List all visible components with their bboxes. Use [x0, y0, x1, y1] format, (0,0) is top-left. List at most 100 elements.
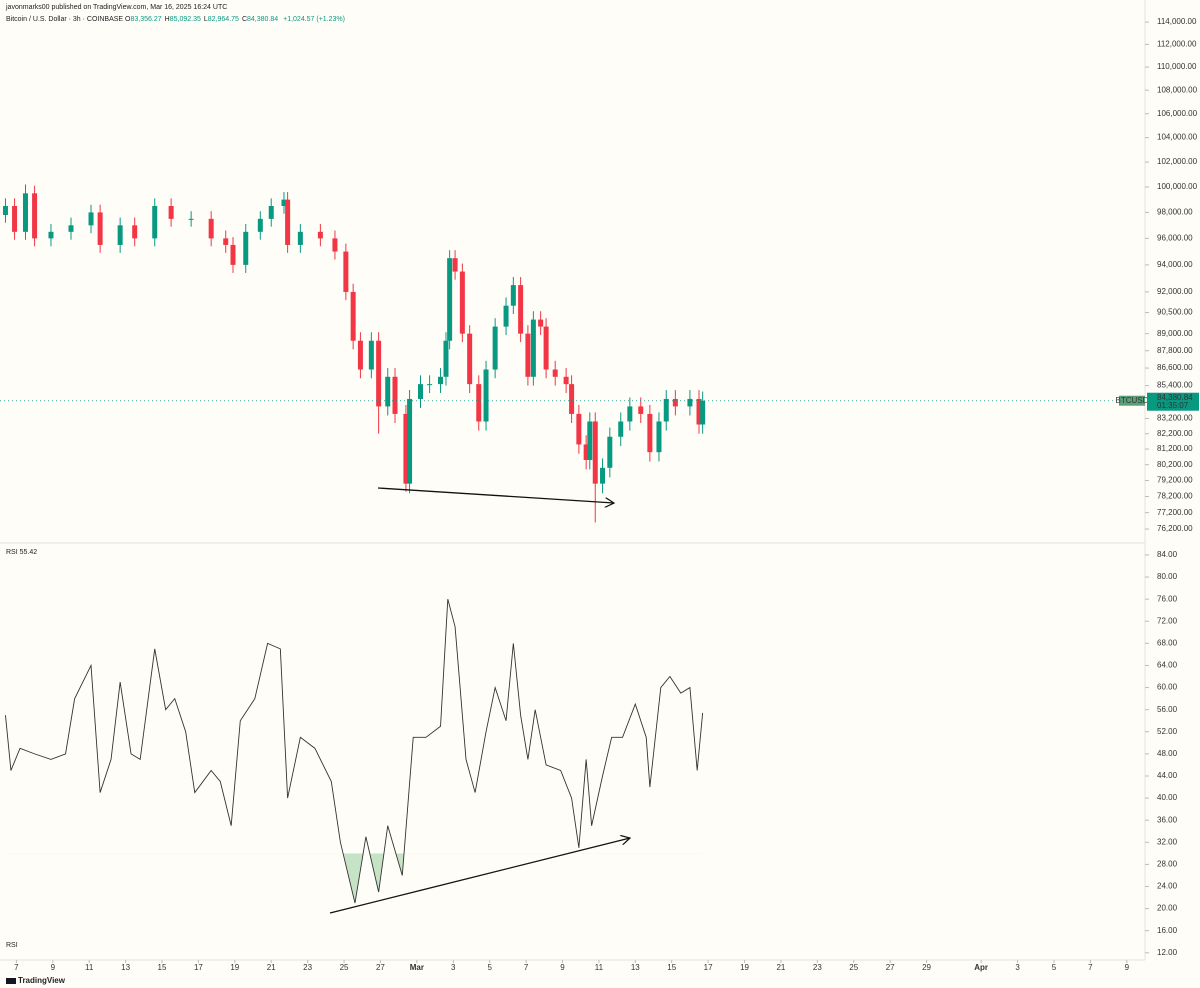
x-tick-label: 25: [340, 963, 349, 972]
candle-body: [427, 384, 433, 386]
y-tick-label: 64.00: [1157, 661, 1178, 670]
candle-body: [600, 467, 606, 484]
candle-body: [476, 384, 482, 422]
candle-body: [22, 193, 28, 232]
countdown: 01:35:07: [1157, 401, 1189, 410]
candle-body: [563, 376, 569, 385]
x-tick-label: 15: [667, 963, 676, 972]
ohlc-value: 84,380.84: [247, 16, 279, 23]
y-tick-label: 89,000.00: [1157, 329, 1193, 338]
logo[interactable]: TradingView: [6, 976, 65, 985]
x-tick-label: 27: [886, 963, 895, 972]
x-tick-label: 19: [740, 963, 749, 972]
rsi-name: RSI: [6, 549, 18, 556]
x-tick-label: 15: [158, 963, 167, 972]
candle-body: [385, 376, 391, 407]
candle-body: [552, 369, 558, 377]
candle-body: [592, 421, 598, 484]
x-tick-label: 21: [267, 963, 276, 972]
candle-body: [357, 340, 363, 370]
candle-body: [459, 271, 465, 334]
candle-body: [12, 206, 18, 232]
y-tick-label: 114,000.00: [1157, 17, 1197, 26]
y-tick-label: 82,200.00: [1157, 429, 1193, 438]
candle-body: [257, 218, 263, 232]
y-tick-label: 84.00: [1157, 550, 1178, 559]
candle-body: [48, 231, 54, 239]
y-tick-label: 110,000.00: [1157, 62, 1197, 71]
y-tick-label: 92,000.00: [1157, 287, 1193, 296]
logo-icon: [6, 977, 16, 984]
candle-body: [223, 238, 229, 245]
candle-body: [297, 231, 303, 245]
candle-body: [543, 326, 549, 370]
candle-body: [317, 231, 323, 239]
candle-body: [525, 333, 531, 377]
y-tick-label: 68.00: [1157, 638, 1178, 647]
change: +1,024.57 (+1.23%): [283, 16, 345, 23]
rsi-line: [5, 599, 704, 904]
ohlc-label: O: [125, 16, 131, 23]
candle-body: [443, 340, 449, 377]
candle-body: [152, 206, 158, 239]
x-tick-label: 17: [194, 963, 203, 972]
candle-body: [538, 319, 544, 327]
y-tick-label: 76.00: [1157, 594, 1178, 603]
candle-body: [467, 333, 473, 385]
y-tick-label: 78,200.00: [1157, 492, 1193, 501]
x-tick-label: 9: [560, 963, 565, 972]
y-tick-label: 28.00: [1157, 860, 1178, 869]
y-tick-label: 80,200.00: [1157, 460, 1193, 469]
trend-line: [377, 487, 614, 503]
candle-body: [569, 384, 575, 414]
candle-body: [376, 340, 382, 407]
y-tick-label: 80.00: [1157, 572, 1178, 581]
candle-body: [696, 398, 702, 425]
x-tick-label: 11: [85, 963, 94, 972]
candle-body: [281, 199, 287, 207]
y-tick-label: 44.00: [1157, 771, 1178, 780]
candle-body: [32, 193, 38, 239]
x-tick-label: Mar: [410, 963, 424, 972]
x-tick-label: 23: [813, 963, 822, 972]
candle-body: [510, 285, 516, 306]
last-price-badge: [1147, 392, 1199, 411]
y-tick-label: 96,000.00: [1157, 233, 1193, 242]
candle-body: [97, 212, 103, 245]
y-tick-label: 12.00: [1157, 948, 1178, 957]
x-tick-label: 21: [776, 963, 785, 972]
symbol-tag: BTCUSD: [1116, 396, 1149, 405]
candle-body: [452, 258, 458, 272]
symbol: Bitcoin / U.S. Dollar · 3h · COINBASE: [6, 16, 124, 23]
x-tick-label: 9: [51, 963, 56, 972]
rsi-legend: RSI 55.42: [6, 549, 37, 556]
x-tick-label: 3: [451, 963, 456, 972]
ohlc-value: 82,964.75: [207, 16, 239, 23]
y-tick-label: 106,000.00: [1157, 109, 1198, 118]
candle-body: [285, 199, 291, 245]
candle-body: [687, 398, 693, 407]
marks: 114,000.00 112,000.00 110,000.00 108,000.00…: [0, 17, 1199, 972]
ohlc-label: L: [203, 16, 208, 23]
candle-body: [700, 400, 706, 425]
y-tick-label: 79,200.00: [1157, 476, 1193, 485]
candle-body: [483, 369, 489, 422]
x-tick-label: 5: [487, 963, 492, 972]
candle-body: [672, 398, 678, 407]
candle-body: [438, 376, 444, 385]
ohlc-value: 85,092.35: [169, 16, 201, 23]
candle-body: [392, 376, 398, 414]
x-tick-label: Apr: [974, 963, 988, 972]
candle-body: [583, 444, 589, 460]
trend-line: [329, 838, 630, 914]
x-tick-label: 19: [230, 963, 239, 972]
y-tick-label: 48.00: [1157, 749, 1178, 758]
candle-body: [518, 285, 524, 334]
candle-body: [168, 206, 174, 219]
legend: Bitcoin / U.S. Dollar · 3h · COINBASE O 8…: [6, 16, 345, 23]
rsi-value: 55.42: [19, 549, 38, 556]
y-tick-label: 112,000.00: [1157, 39, 1197, 48]
candle-body: [243, 231, 249, 265]
candle-body: [663, 398, 669, 422]
